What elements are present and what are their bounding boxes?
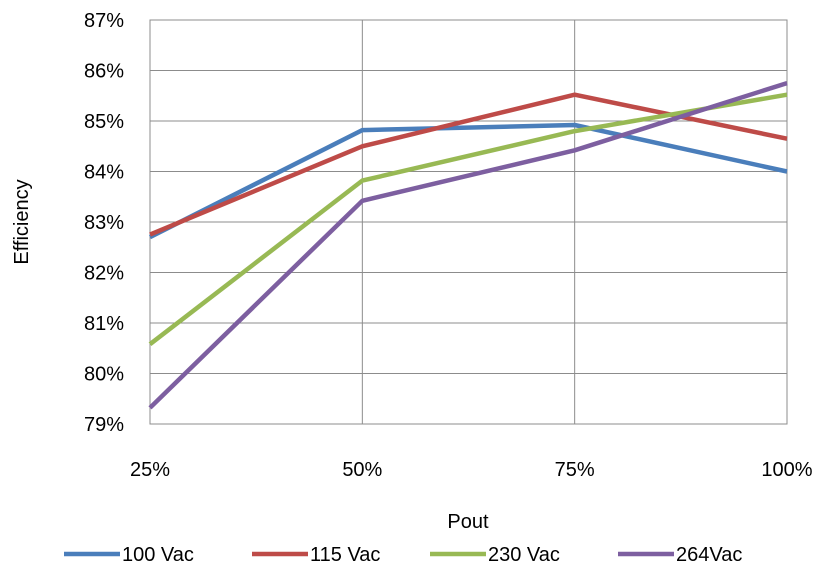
x-axis-title: Pout xyxy=(447,511,489,533)
legend-label: 230 Vac xyxy=(488,544,560,566)
y-tick-label: 87% xyxy=(84,10,124,32)
x-tick-label: 25% xyxy=(130,459,170,481)
series-line-3 xyxy=(148,80,788,410)
y-tick-label: 86% xyxy=(84,61,124,83)
legend-label: 115 Vac xyxy=(310,544,380,566)
y-tick-label: 82% xyxy=(84,263,124,285)
y-axis-tick-labels: 79% 80% 81% 82% 83% 84% 85% 86% 87% xyxy=(84,10,124,436)
x-tick-label: 50% xyxy=(342,459,382,481)
y-axis-title: Efficiency xyxy=(11,179,33,264)
y-tick-label: 84% xyxy=(84,162,124,184)
series-line-2 xyxy=(148,92,788,346)
series-lines xyxy=(148,80,788,410)
gridlines xyxy=(150,20,787,424)
y-tick-label: 81% xyxy=(84,313,124,335)
x-tick-label: 75% xyxy=(555,459,595,481)
legend-label: 100 Vac xyxy=(122,544,194,566)
y-tick-label: 83% xyxy=(84,212,124,234)
legend: 100 Vac 115 Vac 230 Vac 264Vac xyxy=(64,544,742,566)
plot-border xyxy=(149,19,788,425)
legend-label: 264Vac xyxy=(676,544,742,566)
x-tick-label: 100% xyxy=(761,459,812,481)
plot-area-border xyxy=(149,19,788,425)
x-axis-tick-labels: 25% 50% 75% 100% xyxy=(130,459,813,481)
y-tick-label: 80% xyxy=(84,364,124,386)
y-tick-label: 79% xyxy=(84,414,124,436)
series-line-0 xyxy=(148,122,788,240)
y-tick-label: 85% xyxy=(84,111,124,133)
